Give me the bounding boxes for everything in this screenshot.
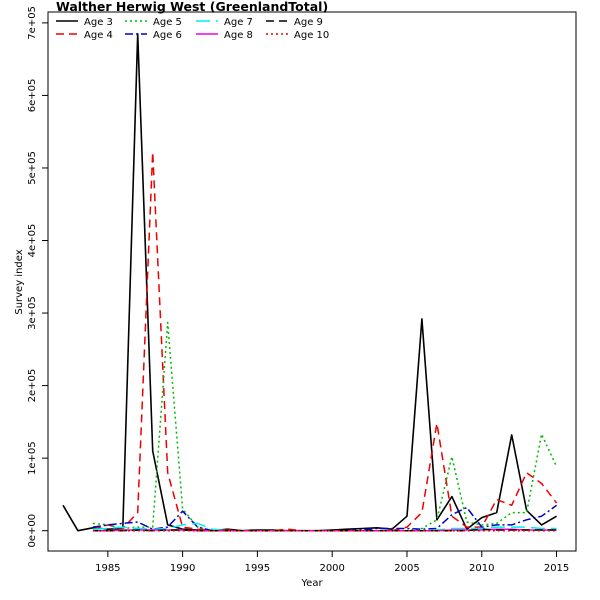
y-tick-label: 5e+05 [27,151,38,185]
legend-item-age-9: Age 9 [266,17,323,28]
series-line-age-6 [92,504,558,532]
chart-title: Walther Herwig West (GreenlandTotal) [56,0,328,14]
y-tick-label: 6e+05 [27,79,38,113]
x-tick-label: 1985 [95,563,120,574]
legend-label: Age 5 [153,17,182,28]
y-tick-label: 2e+05 [27,369,38,403]
legend-item-age-5: Age 5 [125,17,182,28]
legend-label: Age 8 [224,30,253,41]
y-tick-label: 7e+05 [27,6,38,40]
x-tick-label: 2000 [319,563,344,574]
legend-item-age-7: Age 7 [196,17,253,28]
y-tick-label: 3e+05 [27,296,38,330]
x-tick-label: 2010 [469,563,494,574]
legend-label: Age 10 [294,30,329,41]
x-tick-label: 2015 [544,563,569,574]
x-axis: 1985 1990 1995 2000 2005 2010 2015 [95,550,569,574]
x-tick-label: 2005 [394,563,419,574]
legend: Age 3 Age 4 Age 5 Age 6 Age 7 Age 8 Age 9 Age 1… [56,17,329,41]
legend-label: Age 6 [153,30,182,41]
y-axis: 0e+00 1e+05 2e+05 3e+05 4e+05 5e+05 6e+05 7e+05 [27,6,49,548]
y-tick-label: 0e+00 [27,514,38,548]
x-axis-label: Year [300,578,323,589]
y-tick-label: 1e+05 [27,441,38,475]
series-line-age-5 [92,321,558,532]
x-tick-label: 1995 [245,563,270,574]
legend-item-age-6: Age 6 [125,30,182,41]
series-line-age-4 [92,151,558,532]
series-layer [62,32,558,532]
legend-label: Age 3 [84,17,113,28]
x-tick-label: 1990 [170,563,195,574]
legend-label: Age 4 [84,30,113,41]
legend-label: Age 9 [294,17,323,28]
y-tick-label: 4e+05 [27,224,38,258]
legend-item-age-3: Age 3 [56,17,113,28]
legend-label: Age 7 [224,17,253,28]
legend-item-age-4: Age 4 [56,30,113,41]
legend-item-age-10: Age 10 [266,30,329,41]
y-axis-label: Survey index [14,249,25,314]
legend-item-age-8: Age 8 [196,30,253,41]
